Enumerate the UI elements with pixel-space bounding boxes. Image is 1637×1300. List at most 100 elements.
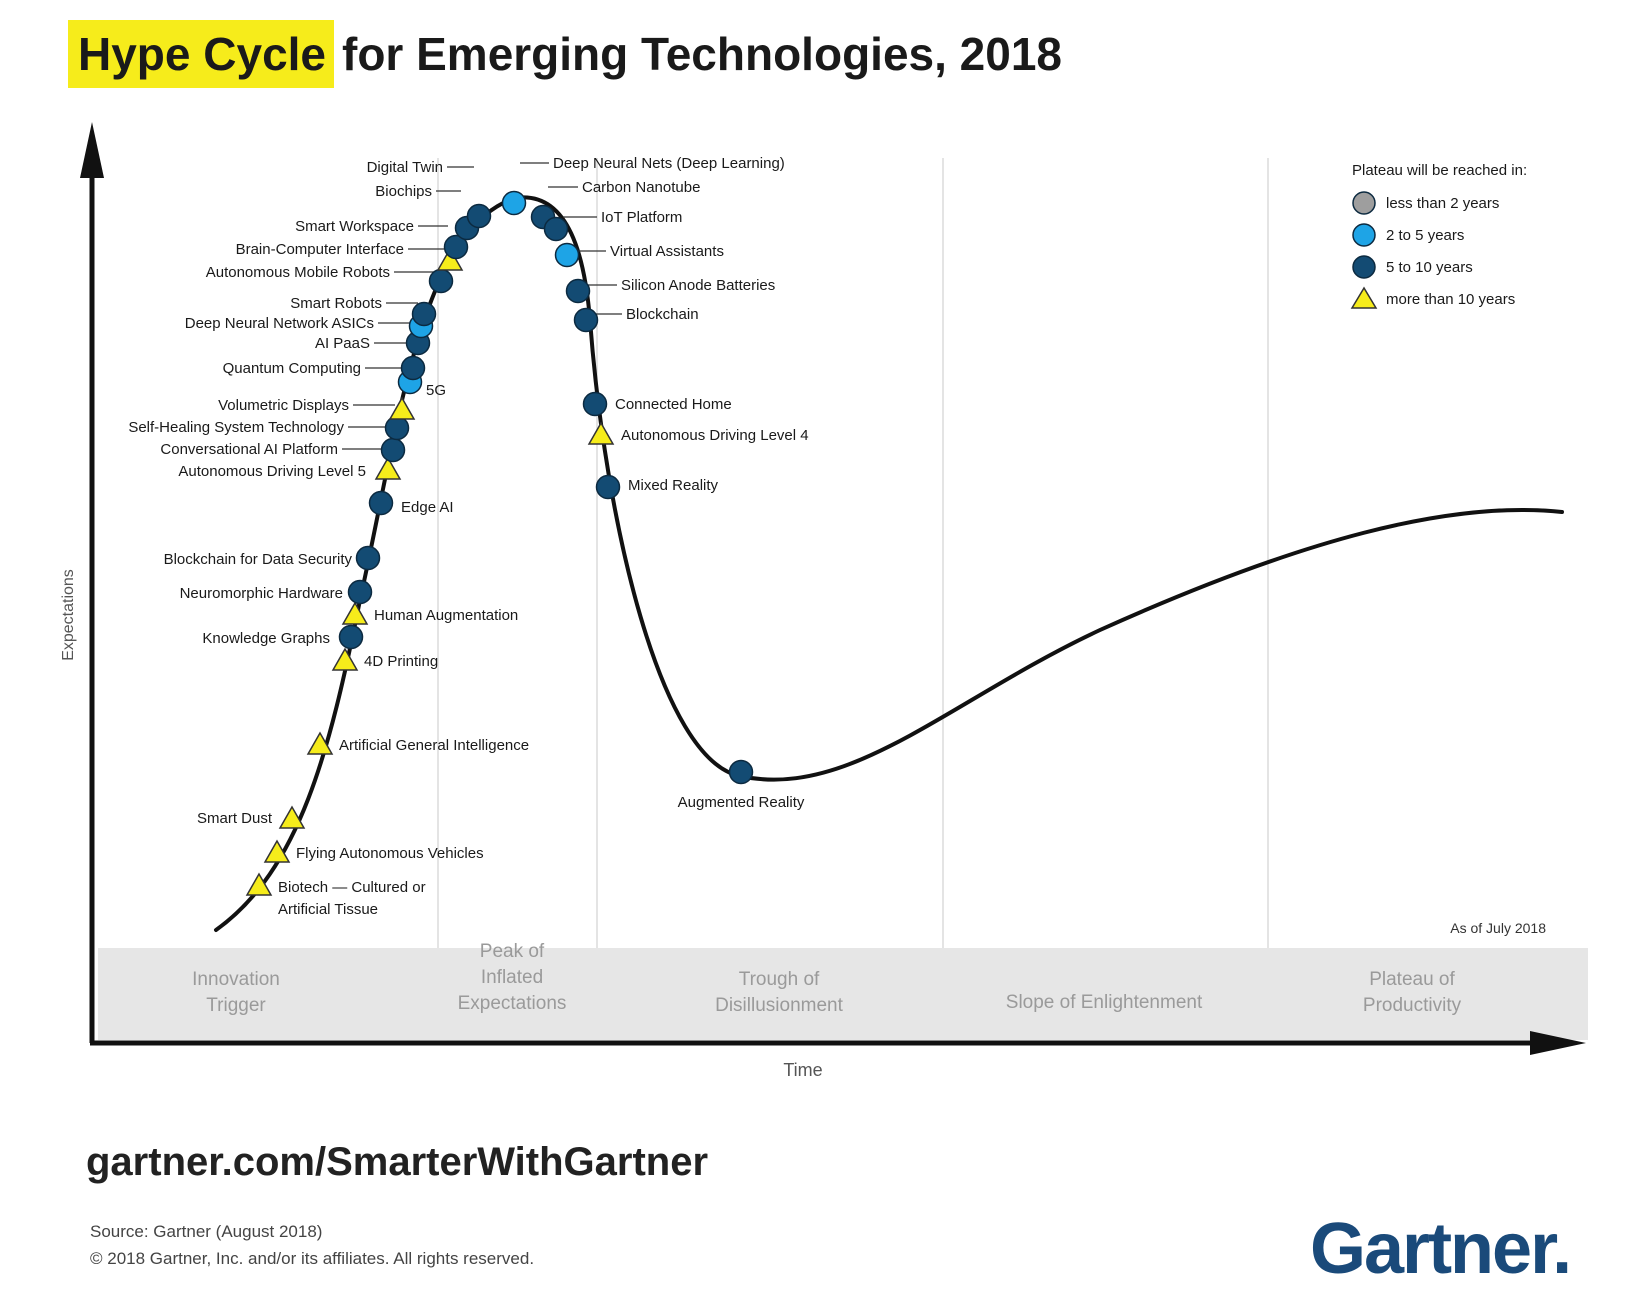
x-axis: [90, 1031, 1586, 1055]
phase-labels: Innovation Trigger Peak of Inflated Expectat…: [192, 941, 1461, 1016]
label-human-augmentation: Human Augmentation: [374, 607, 518, 624]
marker-smart-workspace[interactable]: [443, 234, 469, 260]
legend-label-5to10: 5 to 10 years: [1386, 259, 1473, 276]
as-of-date: As of July 2018: [1450, 920, 1546, 936]
label-leaders: [342, 162, 622, 450]
title-highlight: Hype Cycle: [68, 20, 335, 88]
label-biotech-cultured-or-artificial-tissue: Artificial Tissue: [278, 901, 378, 918]
phase-band: [98, 948, 1588, 1040]
label-flying-autonomous-vehicles: Flying Autonomous Vehicles: [296, 845, 484, 862]
label-carbon-nanotube: Carbon Nanotube: [582, 179, 700, 196]
phase-label-trough: Disillusionment: [715, 995, 843, 1016]
technology-labels: Biotech — Cultured or Artificial Tissue Fl…: [128, 155, 808, 918]
label-smart-dust: Smart Dust: [197, 810, 273, 827]
marker-deep-neural-nets-deep-learning[interactable]: [501, 190, 527, 216]
marker-knowledge-graphs[interactable]: [338, 624, 364, 650]
marker-conversational-ai-platform[interactable]: [380, 437, 406, 463]
label-self-healing-system-technology: Self-Healing System Technology: [128, 419, 344, 436]
legend-label-gt10: more than 10 years: [1386, 291, 1515, 308]
label-volumetric-displays: Volumetric Displays: [218, 397, 349, 414]
marker-brain-computer-interface[interactable]: [436, 247, 464, 271]
legend-swatch-2to5: [1352, 223, 1376, 247]
marker-autonomous-driving-level-4[interactable]: [587, 421, 615, 445]
gartner-logo: Gartner.: [1310, 1209, 1572, 1289]
marker-mixed-reality[interactable]: [595, 474, 621, 500]
gartner-url[interactable]: gartner.com/SmarterWithGartner: [86, 1140, 709, 1184]
label-artificial-general-intelligence: Artificial General Intelligence: [339, 737, 529, 754]
page-title: Hype Cycle for Emerging Technologies, 201…: [68, 20, 1062, 88]
marker-volumetric-displays[interactable]: [388, 396, 416, 420]
x-axis-label: Time: [783, 1060, 822, 1080]
marker-self-healing-system-technology[interactable]: [384, 415, 410, 441]
label-knowledge-graphs: Knowledge Graphs: [202, 630, 330, 647]
label-edge-ai: Edge AI: [401, 499, 454, 516]
label-blockchain: Blockchain: [626, 306, 699, 323]
phase-label-peak: Expectations: [458, 993, 567, 1014]
label-autonomous-driving-level-5: Autonomous Driving Level 5: [178, 463, 366, 480]
marker-human-augmentation[interactable]: [341, 601, 369, 625]
source-note: Source: Gartner (August 2018): [90, 1222, 323, 1241]
marker-autonomous-mobile-robots[interactable]: [428, 268, 454, 294]
phase-label-trough: Trough of: [739, 969, 820, 990]
label-biochips: Biochips: [375, 183, 432, 200]
marker-virtual-assistants[interactable]: [554, 242, 580, 268]
marker-4d-printing[interactable]: [331, 647, 359, 671]
legend-swatch-5to10: [1352, 255, 1376, 279]
marker-blockchain-for-data-security[interactable]: [355, 545, 381, 571]
label-5g: 5G: [426, 382, 446, 399]
copyright-note: © 2018 Gartner, Inc. and/or its affiliat…: [90, 1249, 535, 1268]
marker-digital-twin[interactable]: [466, 203, 492, 229]
legend: Plateau will be reached in: less than 2 y…: [1350, 162, 1527, 309]
phase-label-innovation: Trigger: [206, 995, 266, 1016]
label-ai-paas: AI PaaS: [315, 335, 370, 352]
marker-biotech-cultured-or-artificial-tissue[interactable]: [245, 872, 273, 896]
y-axis-label: Expectations: [60, 569, 77, 661]
label-virtual-assistants: Virtual Assistants: [610, 243, 724, 260]
y-axis: [80, 122, 104, 1043]
phase-dividers: [437, 158, 1269, 948]
label-brain-computer-interface: Brain-Computer Interface: [236, 241, 404, 258]
marker-silicon-anode-batteries[interactable]: [565, 278, 591, 304]
label-smart-workspace: Smart Workspace: [295, 218, 414, 235]
marker-connected-home[interactable]: [582, 391, 608, 417]
phase-label-peak: Peak of: [480, 941, 545, 962]
legend-label-lt2: less than 2 years: [1386, 195, 1499, 212]
phase-label-plateau: Productivity: [1363, 995, 1462, 1016]
legend-swatch-gt10: [1350, 286, 1378, 309]
marker-iot-platform[interactable]: [543, 216, 569, 242]
marker-autonomous-driving-level-5[interactable]: [374, 456, 402, 480]
marker-smart-robots[interactable]: [411, 301, 437, 327]
label-autonomous-driving-level-4: Autonomous Driving Level 4: [621, 427, 809, 444]
label-quantum-computing: Quantum Computing: [223, 360, 361, 377]
marker-artificial-general-intelligence[interactable]: [306, 731, 334, 755]
marker-edge-ai[interactable]: [368, 490, 394, 516]
marker-neuromorphic-hardware[interactable]: [347, 579, 373, 605]
label-connected-home: Connected Home: [615, 396, 732, 413]
label-4d-printing: 4D Printing: [364, 653, 438, 670]
marker-blockchain[interactable]: [573, 307, 599, 333]
label-biotech-cultured-or-artificial-tissue: Biotech — Cultured or: [278, 879, 426, 896]
legend-title: Plateau will be reached in:: [1352, 162, 1527, 179]
label-silicon-anode-batteries: Silicon Anode Batteries: [621, 277, 775, 294]
label-conversational-ai-platform: Conversational AI Platform: [160, 441, 338, 458]
label-deep-neural-network-asics: Deep Neural Network ASICs: [185, 315, 374, 332]
label-iot-platform: IoT Platform: [601, 209, 682, 226]
phase-label-innovation: Innovation: [192, 969, 280, 990]
label-mixed-reality: Mixed Reality: [628, 477, 719, 494]
label-blockchain-for-data-security: Blockchain for Data Security: [164, 551, 353, 568]
phase-label-plateau: Plateau of: [1369, 969, 1455, 990]
label-deep-neural-nets-deep-learning: Deep Neural Nets (Deep Learning): [553, 155, 785, 172]
phase-label-peak: Inflated: [481, 967, 543, 988]
phase-label-slope: Slope of Enlightenment: [1006, 992, 1203, 1013]
marker-smart-dust[interactable]: [278, 805, 306, 829]
label-digital-twin: Digital Twin: [367, 159, 443, 176]
marker-flying-autonomous-vehicles[interactable]: [263, 839, 291, 863]
marker-quantum-computing[interactable]: [400, 355, 426, 381]
title-rest: for Emerging Technologies, 2018: [342, 28, 1063, 80]
legend-swatch-lt2: [1352, 191, 1376, 215]
label-neuromorphic-hardware: Neuromorphic Hardware: [180, 585, 343, 602]
technology-markers: [245, 190, 754, 896]
label-smart-robots: Smart Robots: [290, 295, 382, 312]
marker-augmented-reality[interactable]: [728, 759, 754, 785]
